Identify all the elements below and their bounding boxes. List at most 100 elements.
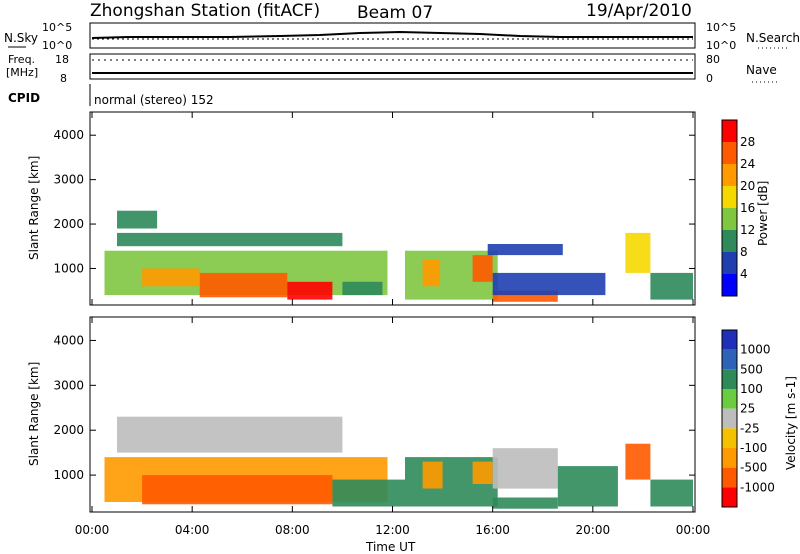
velocity-colorbar-label: Velocity [m s-1] bbox=[784, 376, 798, 470]
nsky-tick-max: 10^5 bbox=[42, 21, 72, 34]
velocity-colorbar-tick: 500 bbox=[740, 362, 763, 376]
velocity-colorbar-swatch bbox=[722, 349, 737, 370]
velocity-colorbar-swatch bbox=[722, 448, 737, 468]
nsky-tick-min: 10^0 bbox=[42, 39, 72, 52]
velocity-cell bbox=[492, 448, 558, 489]
velocity-colorbar-tick: -1000 bbox=[740, 480, 775, 494]
time-xlabel: Time UT bbox=[365, 540, 416, 554]
nsearch-label: N.Search bbox=[746, 31, 800, 45]
power-cell bbox=[117, 232, 343, 247]
power-cell bbox=[625, 232, 651, 273]
power-colorbar-tick: 24 bbox=[740, 157, 755, 171]
velocity-plot bbox=[104, 416, 693, 509]
freq-label: Freq. bbox=[8, 53, 35, 66]
velocity-ytick-label: 2000 bbox=[53, 423, 84, 437]
power-cell bbox=[650, 272, 693, 300]
power-colorbar-tick: 28 bbox=[740, 135, 755, 149]
power-cell bbox=[422, 259, 441, 287]
power-cell bbox=[492, 272, 606, 296]
power-colorbar-tick: 12 bbox=[740, 223, 755, 237]
power-colorbar-swatch bbox=[722, 164, 737, 186]
nave-tick-max: 80 bbox=[706, 53, 720, 66]
power-cell bbox=[492, 290, 558, 302]
time-tick-label: 00:00 bbox=[75, 523, 110, 537]
station-title: Zhongshan Station (fitACF) bbox=[90, 1, 320, 21]
velocity-cell bbox=[142, 475, 333, 505]
nave-tick-min: 0 bbox=[706, 72, 713, 85]
freq-unit: [MHz] bbox=[6, 66, 38, 79]
power-plot bbox=[104, 210, 693, 302]
time-tick-label: 00:00 bbox=[676, 523, 711, 537]
velocity-cell bbox=[492, 497, 558, 509]
power-cell bbox=[472, 255, 493, 282]
velocity-colorbar-tick: 25 bbox=[740, 402, 755, 416]
velocity-colorbar-tick: -500 bbox=[740, 461, 767, 475]
power-ytick-label: 3000 bbox=[53, 173, 84, 187]
power-colorbar-tick: 8 bbox=[740, 245, 748, 259]
power-colorbar-tick: 16 bbox=[740, 201, 755, 215]
freq-panel bbox=[89, 53, 696, 80]
power-colorbar-frame bbox=[721, 119, 738, 297]
time-tick-label: 12:00 bbox=[375, 523, 410, 537]
velocity-cell bbox=[650, 479, 693, 507]
power-cell bbox=[487, 244, 563, 256]
power-colorbar: 4 8 12 16 20 24 28 bbox=[721, 119, 755, 297]
velocity-colorbar-swatch bbox=[722, 330, 737, 350]
nsearch-tick-max: 10^5 bbox=[706, 21, 736, 34]
cpid-label: CPID bbox=[8, 91, 40, 105]
velocity-colorbar: 1000 500 100 25 -25 -100 -500 -1000 bbox=[721, 329, 775, 508]
power-ylabel: Slant Range [km] bbox=[27, 156, 41, 260]
velocity-colorbar-swatch bbox=[722, 467, 737, 488]
nsky-label: N.Sky bbox=[4, 31, 38, 45]
velocity-colorbar-tick: 100 bbox=[740, 382, 763, 396]
power-yticks: 1000 2000 3000 4000 bbox=[53, 128, 695, 275]
velocity-colorbar-tick: -100 bbox=[740, 441, 767, 455]
time-tick-label: 08:00 bbox=[275, 523, 310, 537]
velocity-cell bbox=[422, 461, 443, 489]
power-colorbar-swatch bbox=[722, 230, 737, 252]
power-cell bbox=[199, 272, 288, 298]
velocity-cell bbox=[557, 466, 618, 507]
velocity-yticks: 1000 2000 3000 4000 bbox=[53, 333, 695, 482]
power-ytick-label: 4000 bbox=[53, 128, 84, 142]
power-colorbar-tick: 4 bbox=[740, 267, 748, 281]
velocity-ytick-label: 4000 bbox=[53, 333, 84, 347]
velocity-colorbar-swatch bbox=[722, 369, 737, 389]
time-axis: 00:00 04:00 08:00 12:00 16:00 20:00 00:00 bbox=[75, 112, 711, 537]
power-colorbar-swatch bbox=[722, 142, 737, 164]
power-ytick-label: 2000 bbox=[53, 217, 84, 231]
time-tick-label: 04:00 bbox=[175, 523, 210, 537]
nsearch-tick-min: 10^0 bbox=[706, 39, 736, 52]
velocity-cell bbox=[117, 416, 343, 453]
power-colorbar-tick: 20 bbox=[740, 179, 755, 193]
time-tick-label: 16:00 bbox=[475, 523, 510, 537]
nsky-trace bbox=[91, 30, 693, 39]
velocity-colorbar-swatch bbox=[722, 389, 737, 409]
power-colorbar-swatch bbox=[722, 208, 737, 230]
power-cell bbox=[117, 210, 158, 229]
velocity-ytick-label: 1000 bbox=[53, 468, 84, 482]
velocity-cell bbox=[472, 461, 493, 484]
power-colorbar-swatch bbox=[722, 274, 737, 296]
date-title: 19/Apr/2010 bbox=[586, 1, 692, 21]
cpid-text: normal (stereo) 152 bbox=[94, 93, 214, 107]
power-colorbar-swatch bbox=[722, 120, 737, 142]
time-tick-label: 20:00 bbox=[576, 523, 611, 537]
velocity-colorbar-swatch bbox=[722, 408, 737, 429]
velocity-cell bbox=[332, 479, 405, 507]
power-ytick-label: 1000 bbox=[53, 261, 84, 275]
power-cell bbox=[287, 281, 333, 300]
velocity-colorbar-tick: 1000 bbox=[740, 343, 771, 357]
power-colorbar-swatch bbox=[722, 186, 737, 208]
velocity-ylabel: Slant Range [km] bbox=[27, 362, 41, 466]
power-colorbar-swatch bbox=[722, 252, 737, 274]
velocity-colorbar-tick: -25 bbox=[740, 421, 760, 435]
power-colorbar-label: Power [dB] bbox=[756, 181, 770, 246]
velocity-colorbar-frame bbox=[721, 329, 738, 508]
freq-tick-max: 18 bbox=[55, 53, 69, 66]
velocity-colorbar-swatch bbox=[722, 428, 737, 448]
nave-label: Nave bbox=[746, 63, 777, 77]
velocity-ytick-label: 3000 bbox=[53, 378, 84, 392]
velocity-colorbar-swatch bbox=[722, 487, 737, 507]
